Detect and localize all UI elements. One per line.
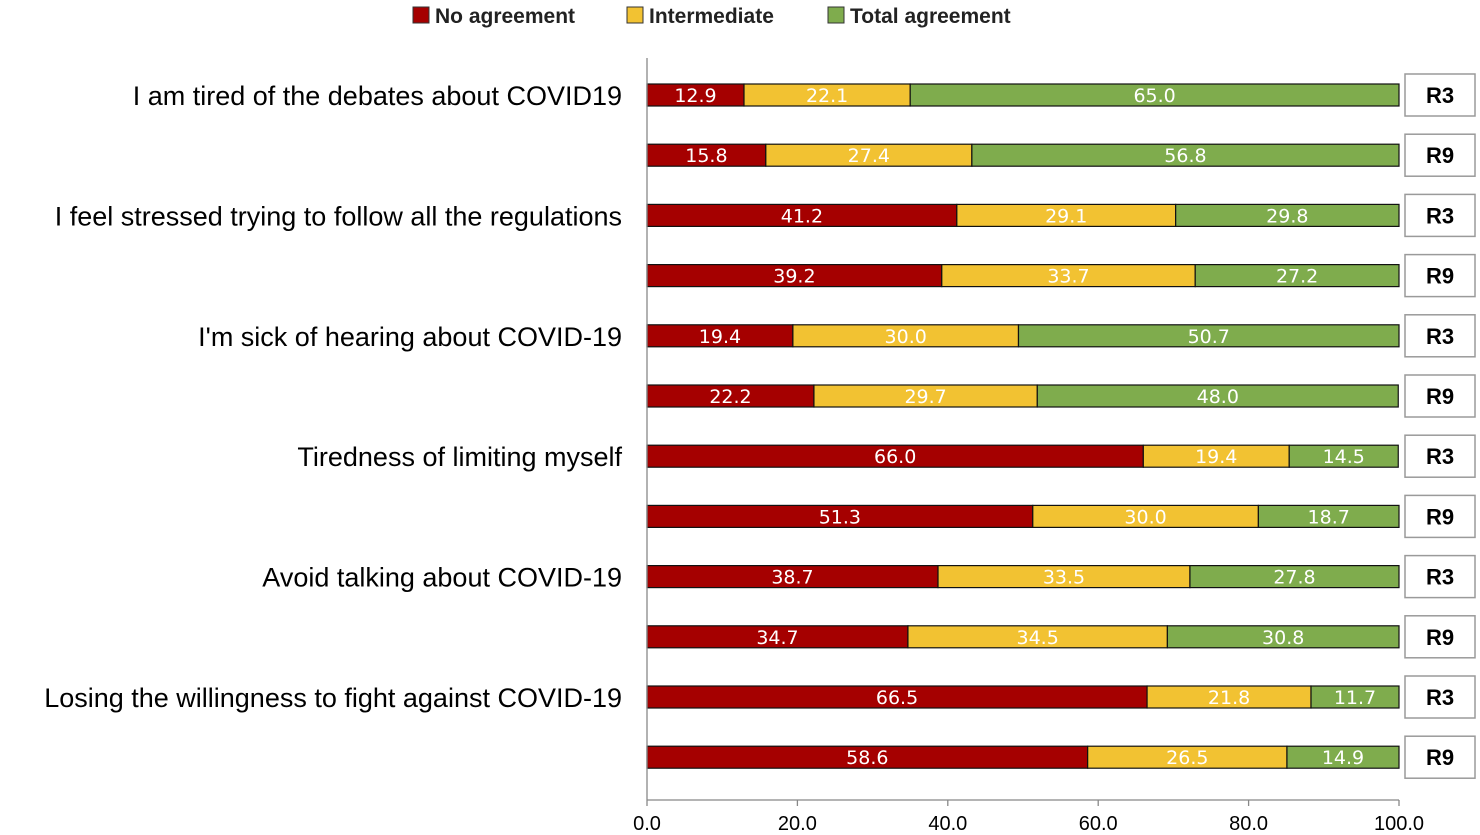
x-tick-label-4: 80.0: [1229, 813, 1268, 835]
bar-segment-g1-r0-s2: [1175, 203, 1400, 227]
legend: No agreement Intermediate Total agreement: [412, 5, 1011, 28]
round-label-g1-r0: R3: [1426, 203, 1454, 228]
bar-label-g2-r1-s1: 29.7: [904, 386, 946, 408]
bar-label-g2-r0-s1: 30.0: [885, 326, 927, 348]
round-box-g1-r1: [1404, 253, 1476, 298]
bar-label-g0-r1-s2: 56.8: [1164, 145, 1206, 167]
round-label-g5-r0: R3: [1426, 685, 1454, 710]
bar-label-g3-r0-s0: 66.0: [874, 446, 916, 468]
bar-segment-g2-r1-s2: [1036, 384, 1399, 408]
bar-label-g0-r1-s0: 15.8: [685, 145, 727, 167]
round-box-g4-r0: [1404, 554, 1476, 599]
x-tick-label-2: 40.0: [928, 813, 967, 835]
bar-segment-g3-r0-s2: [1288, 444, 1399, 468]
round-label-g2-r0: R3: [1426, 324, 1454, 349]
bar-label-g3-r1-s0: 51.3: [819, 506, 861, 528]
bar-label-g1-r0-s0: 41.2: [781, 205, 823, 227]
bar-label-g4-r0-s0: 38.7: [771, 567, 813, 589]
round-box-g1-r0: [1404, 193, 1476, 238]
round-label-g0-r1: R9: [1426, 143, 1454, 168]
bar-label-g2-r0-s0: 19.4: [699, 326, 741, 348]
category-label-1: I feel stressed trying to follow all the…: [55, 201, 622, 231]
category-label-2: I'm sick of hearing about COVID-19: [198, 322, 622, 352]
bar-segment-g2-r0-s2: [1017, 324, 1400, 348]
bar-label-g4-r0-s2: 27.8: [1273, 567, 1315, 589]
bar-label-g0-r0-s0: 12.9: [674, 85, 716, 107]
category-label-0: I am tired of the debates about COVID19: [133, 81, 622, 111]
bar-label-g5-r0-s1: 21.8: [1208, 687, 1250, 709]
bar-segment-g5-r1-s2: [1286, 745, 1400, 769]
bar-label-g1-r1-s1: 33.7: [1047, 266, 1089, 288]
bar-label-g3-r0-s1: 19.4: [1195, 446, 1237, 468]
round-box-g3-r1: [1404, 494, 1476, 539]
bar-label-g0-r0-s2: 65.0: [1133, 85, 1175, 107]
round-label-g3-r1: R9: [1426, 504, 1454, 529]
bar-label-g4-r0-s1: 33.5: [1043, 567, 1085, 589]
bar-label-g4-r1-s0: 34.7: [756, 627, 798, 649]
category-label-5: Losing the willingness to fight against …: [44, 683, 622, 713]
bar-segment-g4-r0-s2: [1189, 564, 1400, 589]
bar-segment-g4-r1-s2: [1166, 625, 1400, 649]
round-label-g2-r1: R9: [1426, 384, 1454, 409]
bar-label-g5-r1-s1: 26.5: [1166, 747, 1208, 769]
bar-label-g5-r1-s2: 14.9: [1322, 747, 1364, 769]
round-box-g4-r1: [1404, 615, 1476, 659]
legend-label-1: Intermediate: [649, 5, 774, 28]
bar-label-g1-r1-s0: 39.2: [773, 266, 815, 288]
round-box-g0-r0: [1404, 73, 1476, 117]
bar-segment-g0-r1-s2: [971, 143, 1400, 167]
bar-label-g0-r0-s1: 22.1: [806, 85, 848, 107]
round-box-g5-r0: [1404, 675, 1476, 719]
x-tick-label-0: 0.0: [633, 813, 661, 835]
round-label-g4-r0: R3: [1426, 565, 1454, 590]
category-label-4: Avoid talking about COVID-19: [262, 563, 622, 593]
bar-label-g2-r1-s2: 48.0: [1197, 386, 1239, 408]
bar-label-g1-r1-s2: 27.2: [1276, 266, 1318, 288]
round-box-g0-r1: [1404, 133, 1476, 177]
legend-swatch-0: [412, 6, 430, 24]
round-label-g0-r0: R3: [1426, 83, 1454, 108]
bar-label-g5-r0-s2: 11.7: [1334, 687, 1376, 709]
bar-label-g1-r0-s2: 29.8: [1266, 205, 1308, 227]
bar-label-g5-r1-s0: 58.6: [846, 747, 888, 769]
x-axis: 0.0 20.0 40.0 60.0 80.0 100.0: [633, 58, 1424, 835]
bar-label-g2-r0-s2: 50.7: [1188, 326, 1230, 348]
bar-label-g5-r0-s0: 66.5: [876, 687, 918, 709]
bar-segment-g1-r1-s2: [1194, 264, 1400, 288]
bar-segment-g5-r0-s2: [1310, 685, 1400, 709]
round-box-g5-r1: [1404, 735, 1476, 779]
x-tick-label-3: 60.0: [1079, 813, 1118, 835]
category-label-3: Tiredness of limiting myself: [297, 442, 622, 472]
bar-label-g2-r1-s0: 22.2: [709, 386, 751, 408]
round-box-g2-r0: [1404, 314, 1476, 358]
bar-label-g3-r1-s1: 30.0: [1124, 506, 1166, 528]
bar-label-g0-r1-s1: 27.4: [848, 145, 890, 167]
bar-segment-g0-r0-s2: [909, 83, 1400, 107]
round-label-g3-r0: R3: [1426, 444, 1454, 469]
bars-area: 12.9 22.1 65.0 R3 15.8 27.4 56.8 R9 I am tired o…: [44, 73, 1476, 779]
round-label-g4-r1: R9: [1426, 625, 1454, 650]
bar-label-g4-r1-s2: 30.8: [1262, 627, 1304, 649]
x-tick-label-5: 100.0: [1374, 813, 1424, 835]
bar-label-g1-r0-s1: 29.1: [1045, 205, 1087, 227]
legend-swatch-1: [626, 6, 644, 24]
bar-label-g3-r1-s2: 18.7: [1308, 506, 1350, 528]
round-label-g5-r1: R9: [1426, 745, 1454, 770]
bar-label-g3-r0-s2: 14.5: [1323, 446, 1365, 468]
round-box-g2-r1: [1404, 374, 1476, 418]
round-box-g3-r0: [1404, 434, 1476, 478]
legend-label-2: Total agreement: [850, 5, 1011, 28]
legend-label-0: No agreement: [435, 5, 575, 28]
bar-label-g4-r1-s1: 34.5: [1017, 627, 1059, 649]
bar-segment-g3-r1-s2: [1257, 504, 1400, 528]
x-tick-label-1: 20.0: [778, 813, 817, 835]
legend-swatch-2: [827, 6, 845, 24]
round-label-g1-r1: R9: [1426, 264, 1454, 289]
